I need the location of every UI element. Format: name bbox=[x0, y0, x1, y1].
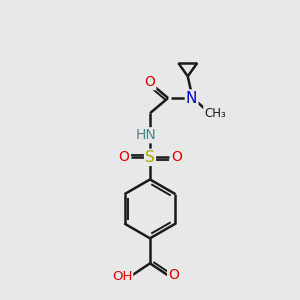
Text: N: N bbox=[186, 91, 197, 106]
Text: O: O bbox=[118, 150, 129, 164]
Text: HN: HN bbox=[135, 128, 156, 142]
Text: CH₃: CH₃ bbox=[204, 106, 226, 120]
Text: O: O bbox=[144, 75, 155, 89]
Text: O: O bbox=[171, 150, 182, 164]
Text: S: S bbox=[145, 150, 155, 165]
Text: OH: OH bbox=[112, 270, 132, 283]
Text: O: O bbox=[168, 268, 179, 282]
